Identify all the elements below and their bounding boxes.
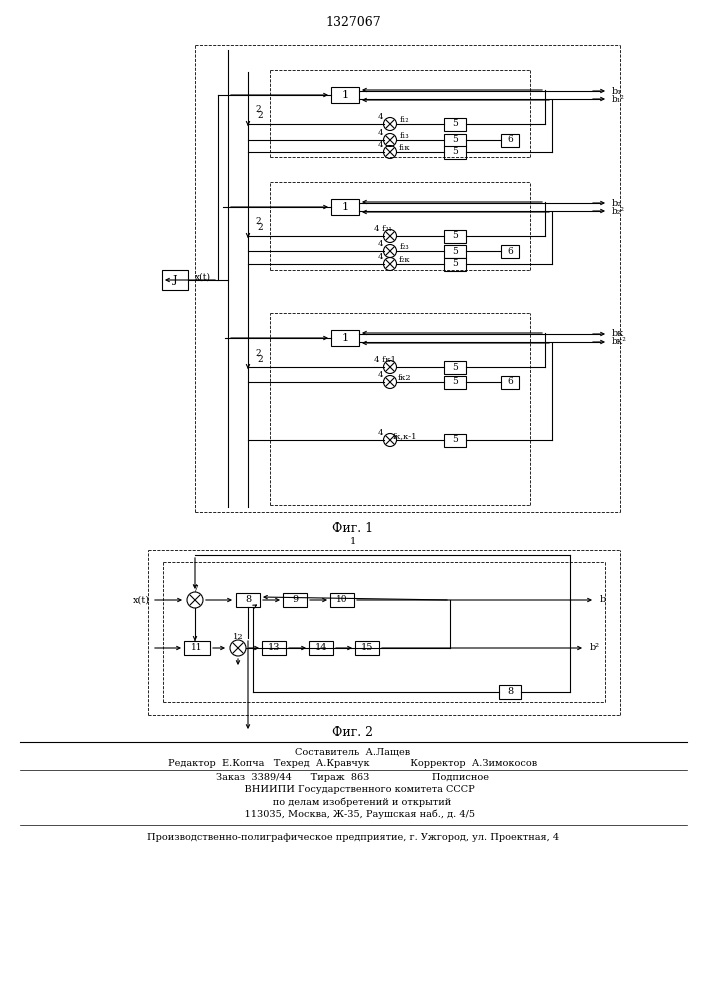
Text: 4: 4 [378, 240, 382, 248]
Text: 4 f₂₁: 4 f₂₁ [374, 225, 392, 233]
Text: b₂: b₂ [612, 198, 622, 208]
Bar [330, 593, 354, 607]
Text: 2: 2 [255, 105, 261, 114]
Text: fк2: fк2 [398, 374, 411, 382]
Text: Редактор  Е.Копча   Техред  А.Кравчук             Корректор  А.Зимокосов: Редактор Е.Копча Техред А.Кравчук Коррек… [168, 760, 537, 768]
Text: x(t): x(t) [195, 272, 211, 282]
Bar [501, 375, 519, 388]
Text: 4: 4 [378, 113, 382, 121]
Text: 4: 4 [378, 141, 382, 149]
Text: b₂²: b₂² [612, 207, 625, 216]
Text: 5: 5 [452, 377, 458, 386]
Text: 6: 6 [507, 246, 513, 255]
Text: Составитель  А.Лащев: Составитель А.Лащев [296, 748, 411, 756]
Bar [184, 641, 210, 655]
Text: 14: 14 [315, 644, 327, 652]
Text: 12: 12 [233, 633, 243, 641]
Text: 11: 11 [192, 644, 203, 652]
Bar [444, 257, 466, 270]
Text: fк,к-1: fк,к-1 [393, 432, 417, 440]
Text: 2: 2 [255, 349, 261, 358]
Bar [331, 87, 359, 103]
Text: 6: 6 [507, 135, 513, 144]
Text: 5: 5 [452, 119, 458, 128]
Text: 2: 2 [257, 224, 263, 232]
Text: 4: 4 [378, 429, 382, 437]
Text: 1: 1 [341, 333, 349, 343]
Text: 2: 2 [257, 355, 263, 363]
Text: f₂к: f₂к [399, 256, 411, 264]
Bar [283, 593, 307, 607]
Text: 10: 10 [337, 595, 348, 604]
Bar [162, 270, 188, 290]
Text: 15: 15 [361, 644, 373, 652]
Text: Заказ  3389/44      Тираж  863                    Подписное: Заказ 3389/44 Тираж 863 Подписное [216, 774, 489, 782]
Bar [444, 230, 466, 242]
Text: 1327067: 1327067 [325, 15, 381, 28]
Text: 5: 5 [452, 246, 458, 255]
Text: 4: 4 [378, 253, 382, 261]
Text: Фиг. 2: Фиг. 2 [332, 726, 373, 738]
Text: b: b [600, 595, 606, 604]
Text: 5: 5 [452, 436, 458, 444]
Bar [499, 685, 521, 699]
Text: 4: 4 [378, 371, 382, 379]
Text: bк: bк [612, 330, 624, 338]
Bar [444, 434, 466, 446]
Text: 5: 5 [452, 232, 458, 240]
Text: 5: 5 [452, 147, 458, 156]
Bar [331, 330, 359, 346]
Text: f₁к: f₁к [399, 144, 411, 152]
Text: 13: 13 [268, 644, 280, 652]
Text: Производственно-полиграфическое предприятие, г. Ужгород, ул. Проектная, 4: Производственно-полиграфическое предприя… [147, 834, 559, 842]
Text: 113035, Москва, Ж-35, Раушская наб., д. 4/5: 113035, Москва, Ж-35, Раушская наб., д. … [231, 809, 474, 819]
Text: по делам изобретений и открытий: по делам изобретений и открытий [255, 797, 452, 807]
Text: f₂₃: f₂₃ [400, 243, 410, 251]
Bar [262, 641, 286, 655]
Text: ВНИИПИ Государственного комитета СССР: ВНИИПИ Государственного комитета СССР [232, 786, 474, 794]
Bar [444, 244, 466, 257]
Text: 5: 5 [452, 135, 458, 144]
Text: f₁₂: f₁₂ [400, 116, 410, 124]
Bar [444, 133, 466, 146]
Text: f₁₃: f₁₃ [400, 132, 410, 140]
Text: 4: 4 [378, 129, 382, 137]
Bar [444, 117, 466, 130]
Text: x(t): x(t) [133, 595, 150, 604]
Text: 2: 2 [255, 218, 261, 227]
Text: J: J [173, 275, 177, 285]
Text: 8: 8 [507, 688, 513, 696]
Text: 1: 1 [350, 538, 356, 546]
Bar [236, 593, 260, 607]
Text: 8: 8 [245, 595, 251, 604]
Text: 2: 2 [257, 111, 263, 120]
Bar [331, 199, 359, 215]
Text: 4 fк1: 4 fк1 [374, 356, 396, 364]
Text: 1: 1 [341, 202, 349, 212]
Bar [444, 360, 466, 373]
Bar [309, 641, 333, 655]
Bar [444, 145, 466, 158]
Text: Фиг. 1: Фиг. 1 [332, 522, 373, 534]
Bar [501, 133, 519, 146]
Bar [355, 641, 379, 655]
Bar [501, 244, 519, 257]
Text: 6: 6 [507, 377, 513, 386]
Text: 5: 5 [452, 362, 458, 371]
Text: b₁: b₁ [612, 87, 622, 96]
Bar [444, 375, 466, 388]
Text: 7: 7 [192, 584, 198, 593]
Text: 9: 9 [292, 595, 298, 604]
Text: bк²: bк² [612, 338, 627, 347]
Text: 5: 5 [452, 259, 458, 268]
Text: b₁²: b₁² [612, 95, 625, 104]
Text: 1: 1 [341, 90, 349, 100]
Text: b²: b² [590, 644, 600, 652]
